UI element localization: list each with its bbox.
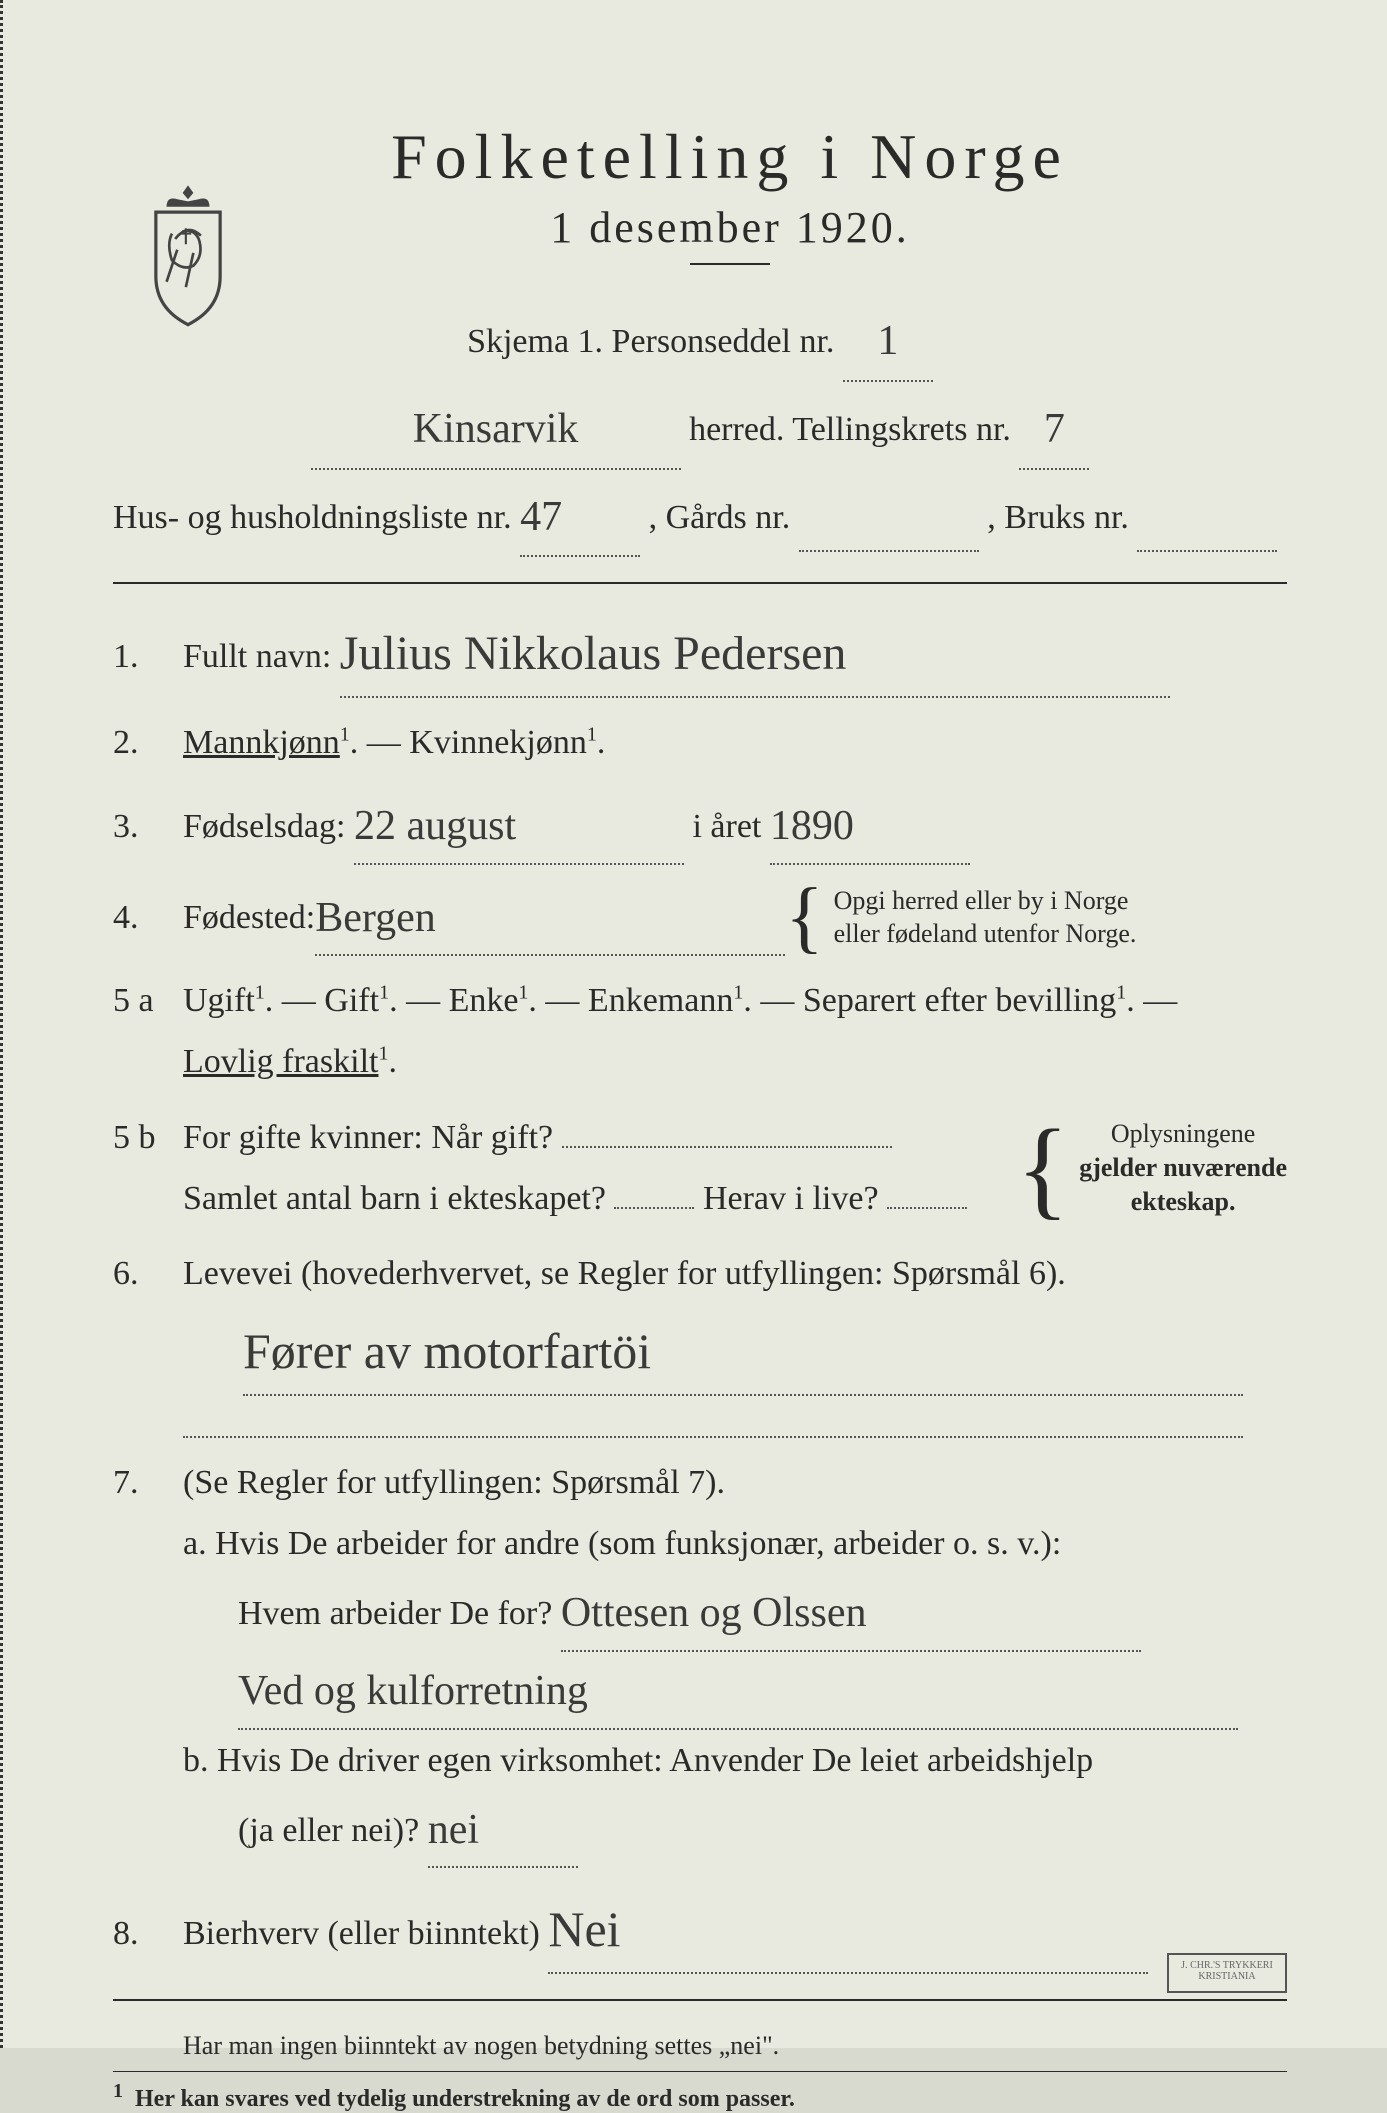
q6-value: Fører av motorfartöi	[243, 1306, 651, 1396]
q5b-note-l1: Oplysningene	[1111, 1119, 1255, 1148]
q8-num: 8.	[113, 1903, 183, 1964]
q5b-row: 5 b For gifte kvinner: Når gift? Samlet …	[113, 1107, 1287, 1229]
form-id-line: Skjema 1. Personseddel nr. 1	[113, 300, 1287, 382]
q5a-fraskilt: Lovlig fraskilt	[183, 1043, 378, 1080]
q8-row: 8. Bierhverv (eller biinntekt) Nei	[113, 1882, 1287, 1974]
q2-mann: Mannkjønn	[183, 724, 340, 761]
herred-label: herred. Tellingskrets nr.	[689, 411, 1011, 448]
gards-label: , Gårds nr.	[649, 499, 791, 536]
hus-label: Hus- og husholdningsliste nr.	[113, 499, 512, 536]
q5b-l3: Herav i live?	[703, 1180, 879, 1217]
hus-line: Hus- og husholdningsliste nr. 47 , Gårds…	[113, 476, 1287, 558]
q5b-note-l3: ekteskap.	[1131, 1187, 1236, 1216]
herred-line: Kinsarvik herred. Tellingskrets nr. 7	[113, 388, 1287, 470]
q2-row: 2. Mannkjønn1. — Kvinnekjønn1.	[113, 712, 1287, 773]
q5a-gift: Gift	[324, 982, 379, 1019]
q1-name-value: Julius Nikkolaus Pedersen	[340, 611, 847, 697]
q7-label: (Se Regler for utfyllingen: Spørsmål 7).	[183, 1464, 725, 1501]
q5a-enkemann: Enkemann	[588, 982, 733, 1019]
hus-nr: 47	[520, 478, 562, 558]
title-block: Folketelling i Norge 1 desember 1920.	[173, 120, 1287, 265]
q4-note-l2: eller fødeland utenfor Norge.	[834, 919, 1137, 948]
q5b-l2: Samlet antal barn i ekteskapet?	[183, 1180, 606, 1217]
q3-day: 22 august	[354, 789, 516, 865]
skjema-label: Skjema 1. Personseddel nr.	[467, 323, 834, 360]
title-date: 1 desember 1920.	[173, 202, 1287, 253]
personseddel-nr: 1	[877, 302, 898, 382]
q2-kvinne: Kvinnekjønn	[409, 724, 587, 761]
q5a-num: 5 a	[113, 970, 183, 1031]
brace-icon: {	[785, 893, 823, 941]
herred-value: Kinsarvik	[413, 390, 579, 470]
q3-num: 3.	[113, 796, 183, 857]
q5a-enke: Enke	[449, 982, 519, 1019]
q2-num: 2.	[113, 712, 183, 773]
q6-label: Levevei (hovederhvervet, se Regler for u…	[183, 1255, 1066, 1292]
tellingskrets-nr: 7	[1044, 390, 1065, 470]
q5b-note-l2: gjelder nuværende	[1079, 1153, 1287, 1182]
q3-year: 1890	[770, 789, 854, 865]
q7a-value2: Ved og kulforretning	[238, 1654, 588, 1730]
q8-label: Bierhverv (eller biinntekt)	[183, 1915, 540, 1952]
q7a-value1: Ottesen og Olssen	[561, 1576, 867, 1652]
q6-num: 6.	[113, 1243, 183, 1304]
q3-row: 3. Fødselsdag: 22 august i året 1890	[113, 787, 1287, 865]
q7a-label: a. Hvis De arbeider for andre (som funks…	[183, 1525, 1061, 1562]
q4-value: Bergen	[315, 881, 436, 957]
q7b-label: b. Hvis De driver egen virksomhet: Anven…	[183, 1742, 1093, 1779]
divider	[113, 1999, 1287, 2001]
q5b-l1: For gifte kvinner: Når gift?	[183, 1119, 553, 1156]
q5b-num: 5 b	[113, 1107, 183, 1168]
q3-year-label: i året	[692, 808, 761, 845]
q7b-value: nei	[428, 1793, 479, 1869]
census-form-page: Folketelling i Norge 1 desember 1920. Sk…	[0, 0, 1387, 2048]
printer-stamp: J. CHR.'S TRYKKERIKRISTIANIA	[1167, 1953, 1287, 1993]
q7-num: 7.	[113, 1452, 183, 1513]
footer-note: Har man ingen biinntekt av nogen betydni…	[183, 2031, 1287, 2061]
q8-value: Nei	[548, 1884, 620, 1974]
q1-row: 1. Fullt navn: Julius Nikkolaus Pedersen	[113, 609, 1287, 697]
q7b-q: (ja eller nei)?	[238, 1812, 419, 1849]
q3-label: Fødselsdag:	[183, 808, 345, 845]
bruks-label: , Bruks nr.	[987, 499, 1129, 536]
q4-note-l1: Opgi herred eller by i Norge	[834, 886, 1129, 915]
norway-coat-of-arms	[133, 180, 243, 330]
title-main: Folketelling i Norge	[173, 120, 1287, 194]
divider	[113, 582, 1287, 584]
title-divider	[690, 263, 770, 265]
q5b-note: Oplysningene gjelder nuværende ekteskap.	[1079, 1117, 1287, 1218]
q5a-ugift: Ugift	[183, 982, 255, 1019]
brace-icon: {	[1016, 1135, 1069, 1201]
q1-num: 1.	[113, 626, 183, 687]
footnote-num: 1	[113, 2080, 123, 2102]
q7-row: 7. (Se Regler for utfyllingen: Spørsmål …	[113, 1452, 1287, 1868]
footnote: 1 Her kan svares ved tydelig understrekn…	[113, 2071, 1287, 2113]
q5a-row: 5 a Ugift1. — Gift1. — Enke1. — Enkemann…	[113, 970, 1287, 1092]
q1-label: Fullt navn:	[183, 638, 331, 675]
q6-row: 6. Levevei (hovederhvervet, se Regler fo…	[113, 1243, 1287, 1438]
q4-note: Opgi herred eller by i Norge eller fødel…	[834, 884, 1137, 952]
footnote-text: Her kan svares ved tydelig understreknin…	[135, 2086, 795, 2112]
q4-row: 4. Fødested: Bergen { Opgi herred eller …	[113, 879, 1287, 957]
q4-num: 4.	[113, 887, 183, 948]
q7a-q: Hvem arbeider De for?	[238, 1595, 552, 1632]
q4-label: Fødested:	[183, 887, 315, 948]
q5a-separert: Separert efter bevilling	[803, 982, 1116, 1019]
